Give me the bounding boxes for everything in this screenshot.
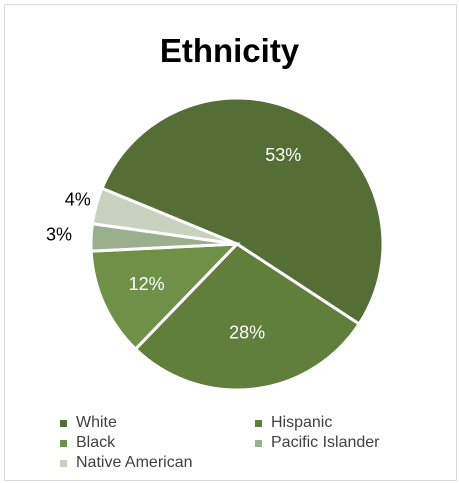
legend-swatch-pacific-islander <box>255 439 262 447</box>
pie-slice-white <box>100 96 385 327</box>
legend-item-black: Black <box>60 434 115 452</box>
legend-item-hispanic: Hispanic <box>255 414 332 432</box>
pie-slice-hispanic <box>133 242 362 392</box>
legend-label-white: White <box>76 414 117 431</box>
legend-item-pacific-islander: Pacific Islander <box>255 434 380 452</box>
data-label-black: 12% <box>129 274 165 294</box>
legend-label-black: Black <box>76 434 116 451</box>
pie-slice-native-american <box>90 186 238 246</box>
legend-swatch-black <box>60 439 67 447</box>
chart-title: Ethnicity <box>159 32 300 69</box>
data-label-hispanic: 28% <box>229 323 265 343</box>
data-label-white: 53% <box>265 145 301 165</box>
data-label-pacific-islander: 3% <box>46 225 72 245</box>
data-label-native-american: 4% <box>65 189 91 209</box>
pie-slice-black <box>89 242 241 352</box>
legend-swatch-hispanic <box>255 419 262 427</box>
legend-item-white: White <box>60 414 117 432</box>
legend-label-hispanic: Hispanic <box>271 414 333 431</box>
legend-swatch-native-american <box>60 459 67 467</box>
legend-item-native-american: Native American <box>60 454 193 472</box>
legend-label-native-american: Native American <box>76 454 193 471</box>
legend-swatch-white <box>60 419 67 427</box>
legend-label-pacific-islander: Pacific Islander <box>271 434 380 451</box>
